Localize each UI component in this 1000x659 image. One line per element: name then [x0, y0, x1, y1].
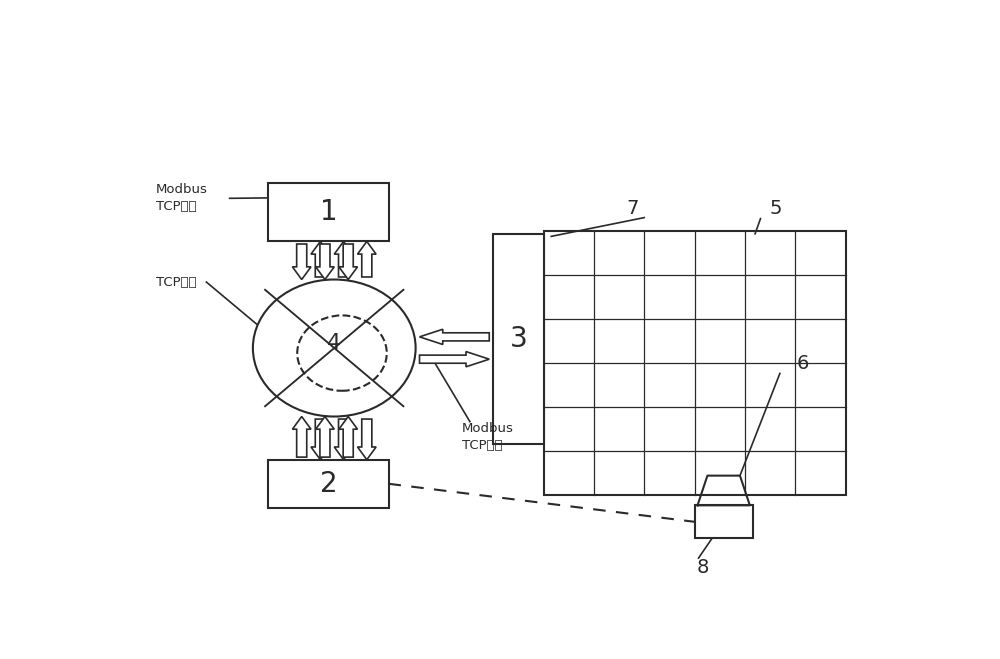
Text: Modbus
TCP通信: Modbus TCP通信: [156, 183, 208, 214]
Text: 7: 7: [626, 199, 639, 218]
Bar: [268, 460, 388, 508]
Bar: [493, 234, 544, 444]
Polygon shape: [339, 416, 358, 457]
Bar: [544, 231, 846, 495]
Polygon shape: [420, 330, 489, 345]
Text: Modbus
TCP通信: Modbus TCP通信: [462, 422, 514, 452]
Ellipse shape: [253, 279, 416, 416]
Polygon shape: [292, 244, 311, 279]
Text: TCP通信: TCP通信: [156, 275, 197, 289]
Text: 3: 3: [509, 325, 527, 353]
Text: 6: 6: [797, 354, 809, 373]
Text: 1: 1: [320, 198, 337, 226]
Polygon shape: [358, 419, 376, 460]
Bar: [268, 183, 388, 241]
Polygon shape: [420, 351, 489, 367]
Bar: [695, 505, 753, 538]
Polygon shape: [311, 419, 330, 460]
Text: 2: 2: [320, 470, 337, 498]
Polygon shape: [334, 419, 353, 460]
Polygon shape: [292, 416, 311, 457]
Text: 5: 5: [770, 199, 782, 218]
Polygon shape: [316, 244, 334, 279]
Polygon shape: [311, 241, 330, 277]
Text: 4: 4: [327, 333, 341, 353]
Polygon shape: [316, 416, 334, 457]
Text: 8: 8: [696, 558, 709, 577]
Polygon shape: [334, 241, 353, 277]
Polygon shape: [358, 241, 376, 277]
Polygon shape: [339, 244, 358, 279]
